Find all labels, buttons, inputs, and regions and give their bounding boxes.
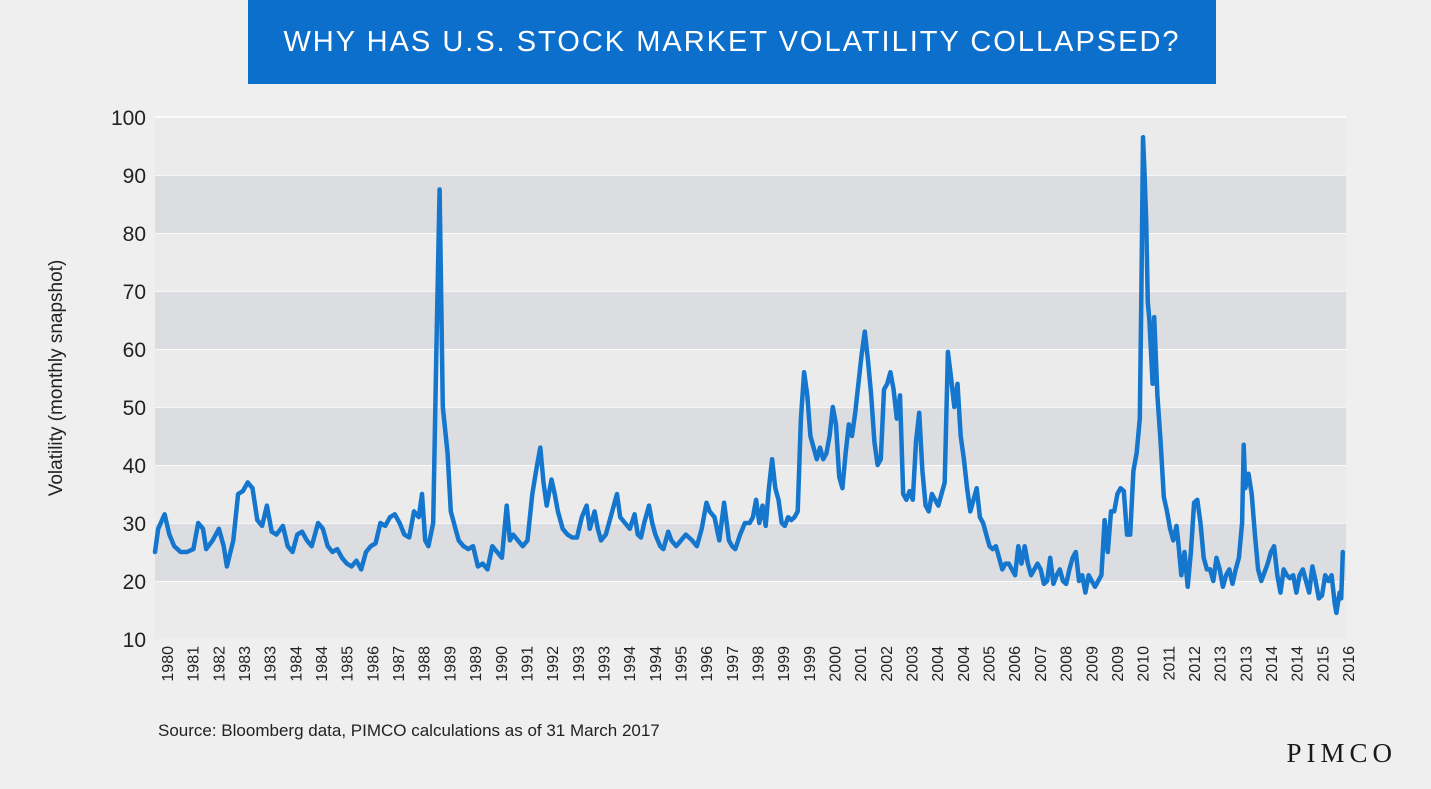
x-tick-label: 1988 [417, 646, 434, 682]
x-tick-label: 1993 [596, 646, 613, 682]
x-tick-label: 2000 [828, 646, 845, 682]
grid-band [155, 465, 1346, 523]
source-note: Source: Bloomberg data, PIMCO calculatio… [158, 721, 660, 740]
x-tick-label: 1987 [391, 646, 408, 682]
x-tick-label: 1983 [263, 646, 280, 682]
x-tick-label: 1982 [211, 646, 228, 682]
pimco-logo: PIMCO [1286, 738, 1397, 768]
y-tick-label: 50 [123, 397, 146, 420]
y-tick-label: 60 [123, 339, 146, 362]
x-tick-label: 1998 [751, 646, 768, 682]
x-tick-label: 2005 [982, 646, 999, 682]
x-tick-label: 2009 [1110, 646, 1127, 682]
x-tick-label: 1999 [802, 646, 819, 682]
y-tick-label: 70 [123, 281, 146, 304]
x-tick-label: 1992 [545, 646, 562, 682]
y-tick-label: 30 [123, 513, 146, 536]
grid-band [155, 349, 1346, 407]
x-tick-label: 2012 [1187, 646, 1204, 682]
x-tick-label: 2015 [1315, 646, 1332, 682]
x-tick-label: 1984 [288, 646, 305, 682]
x-tick-label: 1997 [725, 646, 742, 682]
chart-title: WHY HAS U.S. STOCK MARKET VOLATILITY COL… [283, 25, 1181, 58]
y-tick-label: 20 [123, 571, 146, 594]
volatility-series-line [152, 135, 1346, 616]
x-tick-label: 1993 [571, 646, 588, 682]
y-tick-label: 90 [123, 165, 146, 188]
x-tick-label: 2004 [956, 646, 973, 682]
x-tick-label: 1999 [776, 646, 793, 682]
y-tick-label: 100 [111, 107, 146, 130]
grid-band [155, 175, 1346, 233]
x-tick-label: 2008 [1059, 646, 1076, 682]
y-axis-label: Volatility (monthly snapshot) [46, 260, 67, 497]
x-tick-label: 2011 [1161, 646, 1178, 681]
grid-band [155, 291, 1346, 349]
x-tick-label: 1990 [494, 646, 511, 682]
x-tick-label: 1985 [340, 646, 357, 682]
x-tick-label: 1995 [673, 646, 690, 682]
x-tick-label: 2014 [1290, 646, 1307, 682]
x-tick-label: 1991 [519, 646, 536, 682]
x-tick-label: 1994 [648, 646, 665, 682]
grid-bands [155, 116, 1346, 639]
grid-band [155, 523, 1346, 581]
y-tick-label: 80 [123, 223, 146, 246]
grid-band [155, 581, 1346, 639]
x-tick-label: 1989 [468, 646, 485, 682]
x-tick-label: 2013 [1238, 646, 1255, 682]
grid-band [155, 233, 1346, 291]
y-tick-label: 10 [123, 629, 146, 652]
x-tick-label: 1980 [160, 646, 177, 682]
x-tick-label: 1984 [314, 646, 331, 682]
x-tick-label: 2007 [1033, 646, 1050, 682]
x-tick-label: 2009 [1084, 646, 1101, 682]
x-axis-ticks: 1980 1981 1982 1983 1983 1984 1984 1985 1986 1987… [160, 646, 1358, 682]
x-tick-label: 1989 [442, 646, 459, 682]
x-tick-label: 2006 [1007, 646, 1024, 682]
y-axis-ticks: 10 20 30 40 50 60 70 80 90 100 [111, 107, 146, 652]
x-tick-label: 2010 [1136, 646, 1153, 682]
x-tick-label: 1981 [186, 646, 203, 682]
x-tick-label: 2002 [879, 646, 896, 682]
title-banner: WHY HAS U.S. STOCK MARKET VOLATILITY COL… [248, 0, 1216, 84]
grid-band [155, 407, 1346, 465]
x-tick-label: 1986 [365, 646, 382, 682]
x-tick-label: 2003 [905, 646, 922, 682]
x-tick-label: 2001 [853, 646, 870, 682]
grid-band [155, 117, 1346, 175]
y-tick-label: 40 [123, 455, 146, 478]
x-tick-label: 1983 [237, 646, 254, 682]
x-tick-label: 1996 [699, 646, 716, 682]
x-tick-label: 1994 [622, 646, 639, 682]
x-tick-label: 2016 [1341, 646, 1358, 682]
x-tick-label: 2004 [930, 646, 947, 682]
x-tick-label: 2013 [1213, 646, 1230, 682]
x-tick-label: 2014 [1264, 646, 1281, 682]
